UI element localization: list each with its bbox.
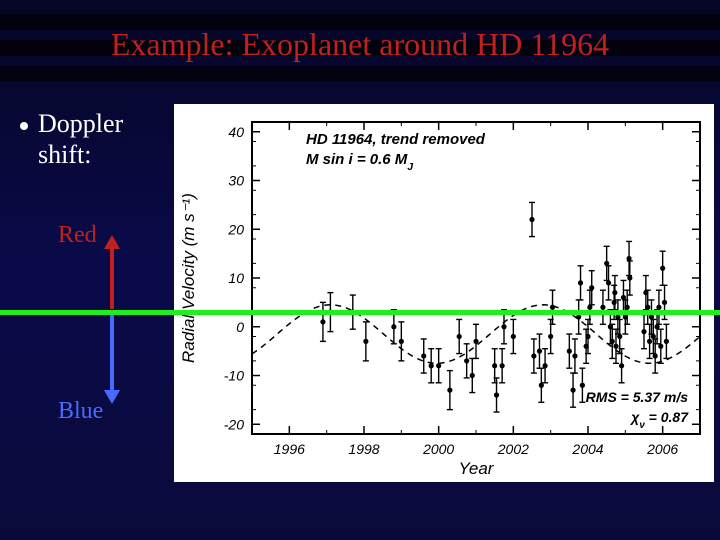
- svg-text:-10: -10: [224, 368, 244, 384]
- bullet-line2: shift:: [38, 140, 91, 169]
- svg-text:10: 10: [228, 270, 244, 286]
- svg-text:HD 11964, trend removed: HD 11964, trend removed: [306, 131, 486, 148]
- blue-arrow: [110, 314, 114, 390]
- svg-text:1996: 1996: [274, 441, 305, 457]
- svg-text:40: 40: [228, 124, 244, 140]
- svg-text:Year: Year: [459, 459, 495, 478]
- svg-text:0: 0: [236, 319, 244, 335]
- rv-chart-svg: 1996 1998 2000 2002 2004 2006 -20 -10 0 10 20 30 40 Y…: [174, 104, 714, 482]
- zero-velocity-line: [0, 310, 720, 315]
- slide-title: Example: Exoplanet around HD 11964: [0, 26, 720, 63]
- red-label: Red: [58, 222, 97, 249]
- svg-text:20: 20: [227, 221, 244, 237]
- svg-text:M sin i = 0.6 MJ: M sin i = 0.6 MJ: [306, 151, 414, 173]
- rv-chart-panel: 1996 1998 2000 2002 2004 2006 -20 -10 0 10 20 30 40 Y…: [174, 104, 714, 482]
- svg-text:2002: 2002: [497, 441, 529, 457]
- svg-text:1998: 1998: [348, 441, 379, 457]
- blue-label: Blue: [58, 398, 103, 425]
- slide-root: Example: Exoplanet around HD 11964 Doppl…: [0, 0, 720, 540]
- red-arrow: [110, 249, 114, 309]
- svg-text:30: 30: [228, 173, 244, 189]
- doppler-bullet: Doppler shift:: [20, 108, 123, 170]
- svg-text:RMS = 5.37 m/s: RMS = 5.37 m/s: [586, 389, 689, 405]
- bullet-icon: [20, 122, 28, 130]
- svg-text:2004: 2004: [571, 441, 603, 457]
- svg-text:Radial Velocity (m s⁻¹): Radial Velocity (m s⁻¹): [179, 193, 198, 363]
- svg-text:χν = 0.87: χν = 0.87: [629, 409, 689, 431]
- svg-text:2006: 2006: [646, 441, 678, 457]
- svg-text:2000: 2000: [422, 441, 454, 457]
- svg-text:-20: -20: [224, 416, 244, 432]
- arrow-head-up-icon: [104, 235, 120, 249]
- bullet-line1: Doppler: [38, 109, 123, 138]
- arrow-head-down-icon: [104, 390, 120, 404]
